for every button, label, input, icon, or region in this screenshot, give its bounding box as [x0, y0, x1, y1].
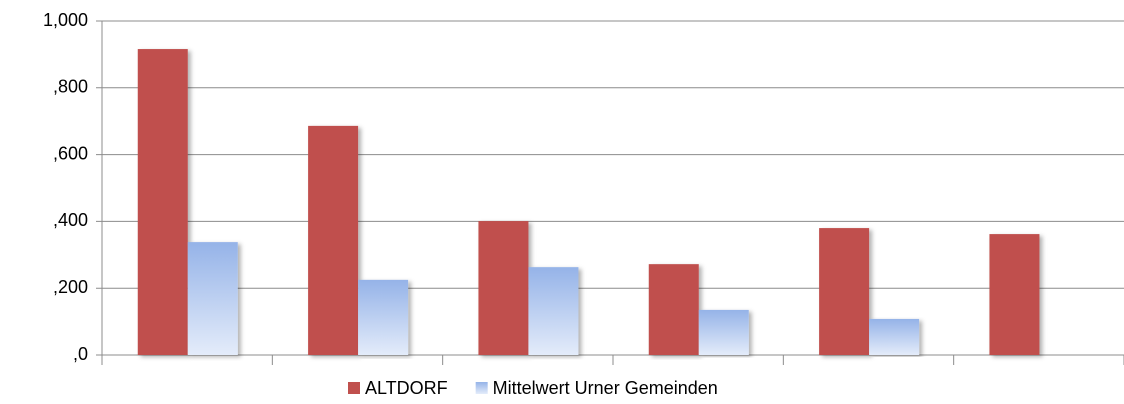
legend-label: Mittelwert Urner Gemeinden	[493, 378, 718, 398]
bar	[819, 228, 870, 355]
y-tick-label: 1,000	[43, 10, 88, 30]
bar	[698, 309, 749, 355]
bar	[187, 242, 238, 355]
legend-swatch	[348, 382, 360, 394]
y-tick-label: ,200	[53, 277, 88, 297]
y-tick-label: ,0	[73, 344, 88, 364]
bar	[358, 279, 409, 355]
bar	[648, 264, 699, 355]
y-tick-label: ,400	[53, 210, 88, 230]
y-tick-label: ,800	[53, 77, 88, 97]
legend-swatch	[475, 382, 488, 394]
bar	[478, 221, 529, 355]
bar	[528, 267, 579, 355]
bar	[137, 49, 188, 355]
y-tick-label: ,600	[53, 143, 88, 163]
bar	[989, 234, 1040, 355]
legend-label: ALTDORF	[365, 378, 448, 398]
bar	[308, 125, 359, 355]
bar	[869, 318, 920, 355]
